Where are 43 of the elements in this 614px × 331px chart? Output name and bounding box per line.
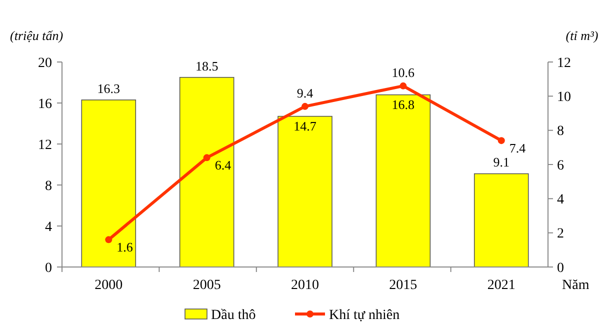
data-label: 14.7 [294,118,317,134]
y2-tick-label: 12 [557,56,571,71]
bar [81,100,136,268]
point [203,154,210,162]
x-tick-label: 2015 [389,278,418,293]
bar [474,173,529,268]
y-tick-label: 20 [38,56,52,71]
point [498,137,505,144]
y-tick-label: 12 [38,138,52,153]
y2-axis-title: (tỉ m³) [566,28,598,43]
data-label: 16.8 [392,96,415,112]
data-label: 18.5 [195,58,218,74]
y-tick-label: 0 [45,260,52,276]
bar [278,116,332,268]
data-label: 1.6 [116,240,134,255]
point [400,82,407,90]
bar [376,94,431,268]
data-label: 9.1 [493,154,510,170]
data-label: 7.4 [509,140,526,156]
x-tick-label: 2010 [291,278,319,293]
y2-tick-label: 0 [557,260,564,276]
legend-label: Khí tự nhiên [329,308,400,323]
x-axis-title: Năm [562,278,590,293]
y2-tick-label: 4 [557,192,564,208]
data-label: 6.4 [214,158,232,173]
y-tick-label: 16 [38,96,52,112]
y-tick-label: 8 [45,178,52,194]
data-label: 16.3 [97,80,120,96]
point [302,102,308,110]
y2-tick-label: 2 [557,226,564,242]
point [105,236,112,244]
x-tick-label: 2021 [487,278,516,293]
y2-tick-label: 6 [557,158,564,174]
y-axis-title: (triệu tấn) [10,28,64,43]
bar [179,76,234,268]
x-tick-label: 2005 [192,278,221,293]
y2-tick-label: 8 [557,124,564,140]
y2-tick-label: 10 [557,90,571,106]
y-tick-label: 4 [45,220,52,235]
legend-label: Dầu thô [211,308,256,323]
x-tick-label: 2000 [94,278,123,293]
data-label: 9.4 [296,85,314,100]
data-label: 10.6 [392,64,416,80]
